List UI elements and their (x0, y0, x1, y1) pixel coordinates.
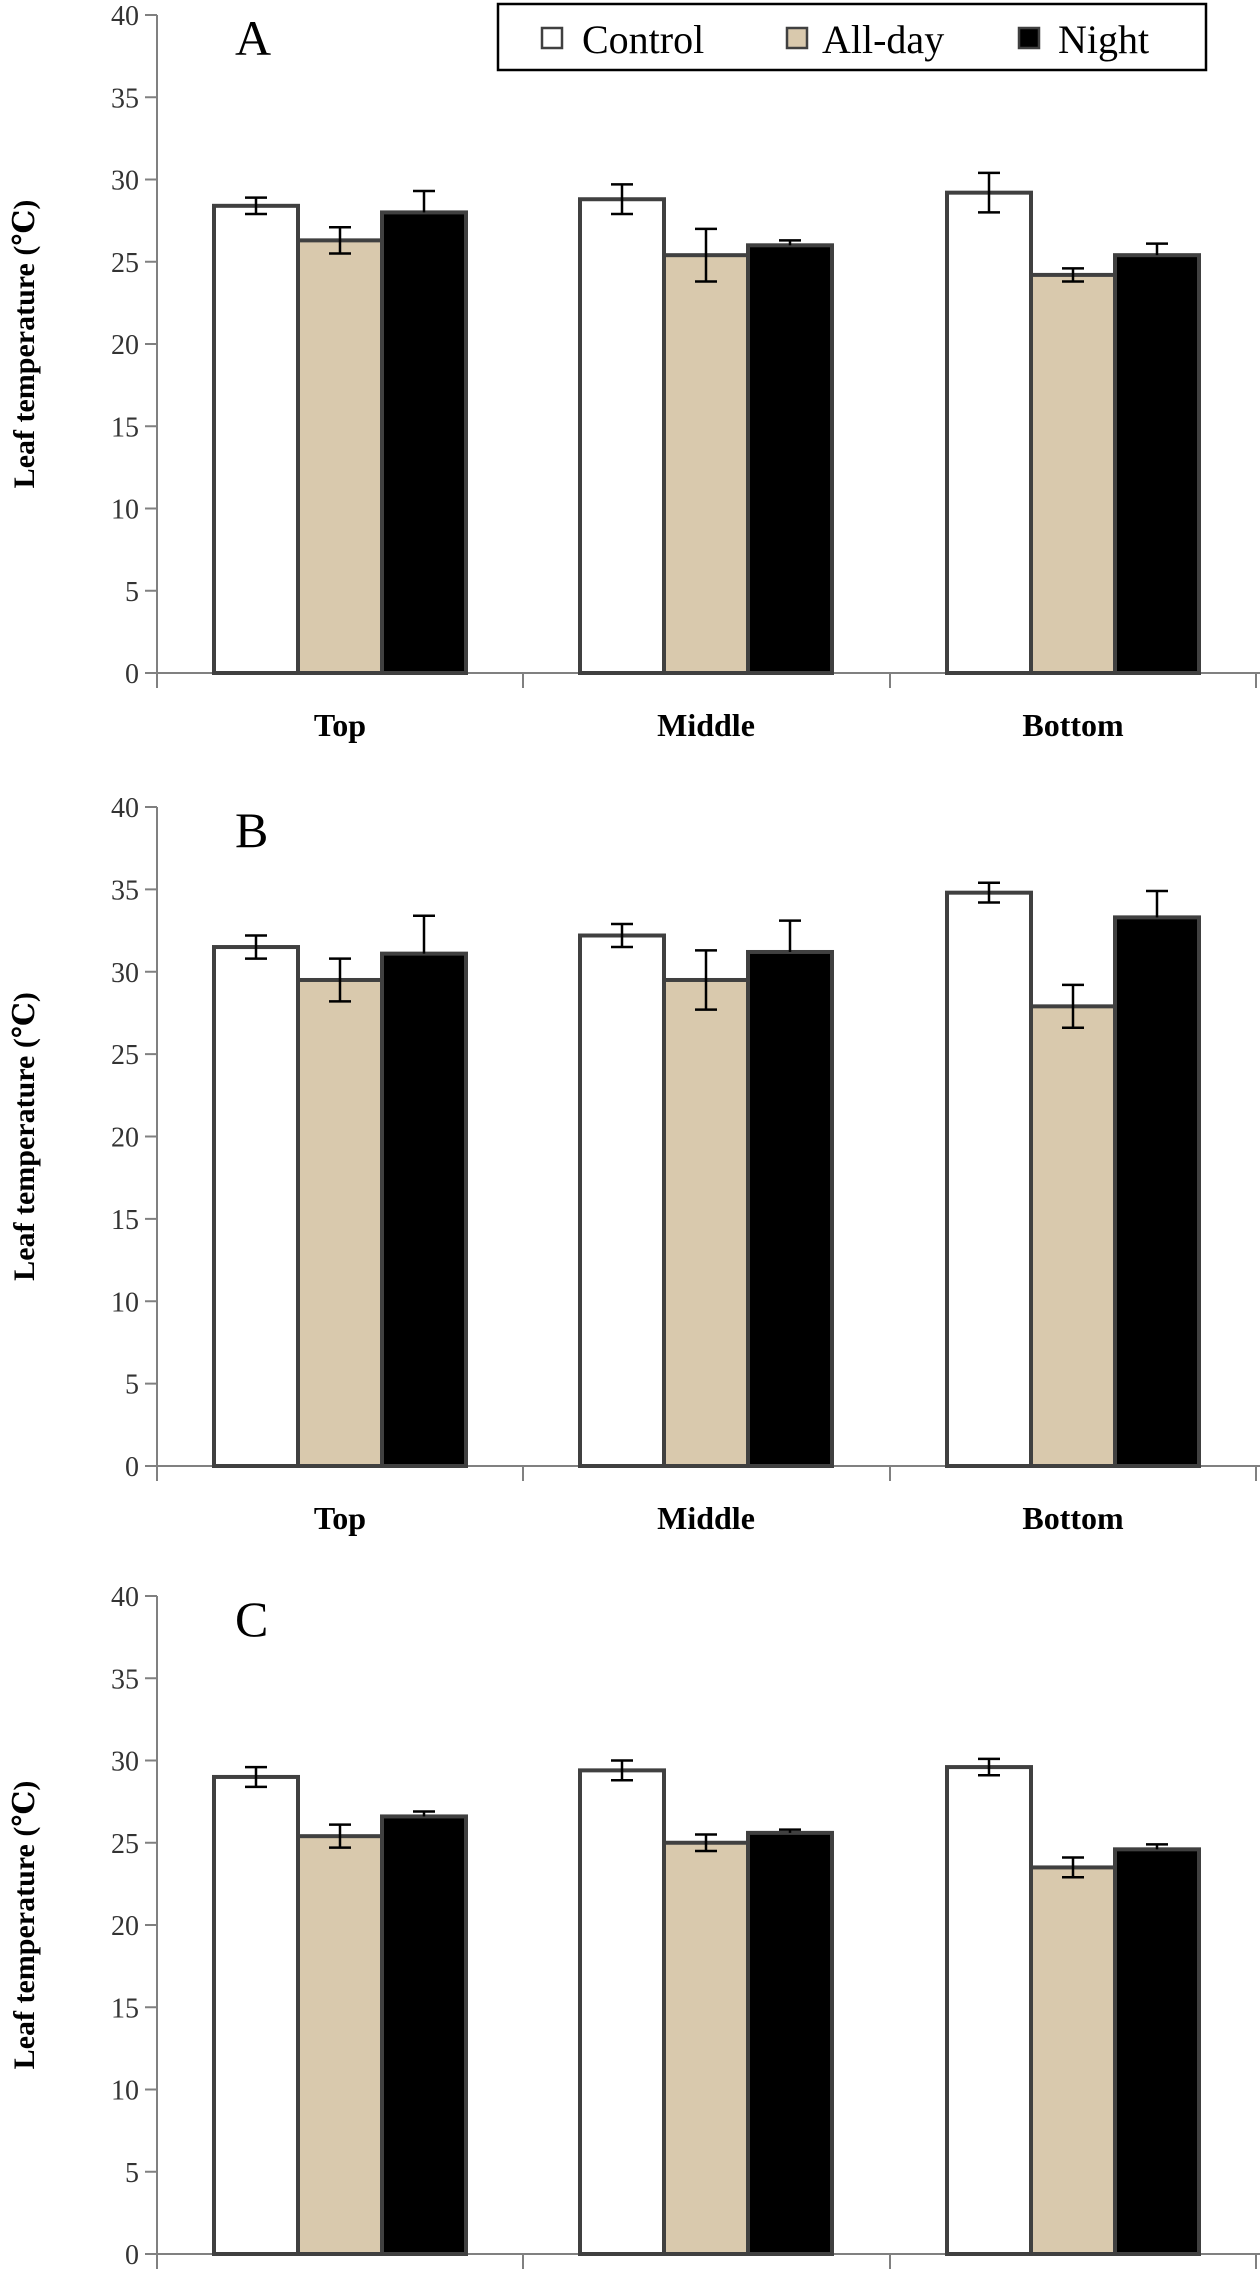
bar-control-top (212, 203, 300, 675)
bar-night-top (380, 951, 468, 1468)
panel-label: C (235, 1591, 268, 1647)
bar-night-middle (746, 243, 834, 676)
y-tick-label: 0 (125, 659, 139, 690)
y-tick-label: 15 (111, 1993, 139, 2024)
y-axis-label: Leaf temperature (℃) (8, 200, 41, 489)
y-tick-label: 30 (111, 1747, 139, 1778)
y-tick-label: 10 (111, 1287, 139, 1318)
category-label-bottom: Bottom (1022, 707, 1124, 743)
panel-b: 0 5 10 15 20 25 30 35 40 Leaf temperature (℃) B Top… (8, 793, 1260, 1536)
bar-all-day-bottom (1029, 1865, 1117, 2257)
panel-label: B (235, 802, 268, 858)
bar-control-middle (578, 1768, 666, 2256)
legend-box (496, 2, 1208, 72)
y-tick-label: 20 (111, 1911, 139, 1942)
y-tick-label: 5 (125, 577, 139, 608)
panel-c: 0 5 10 15 20 25 30 35 40 Leaf temperature (℃) C (8, 1582, 1260, 2269)
category-label-bottom: Bottom (1022, 1500, 1124, 1536)
y-tick-label: 0 (125, 1452, 139, 1483)
bar-all-day-middle (662, 977, 750, 1468)
bar-night-bottom (1113, 915, 1201, 1468)
legend: Control All-day Night (496, 2, 1208, 72)
bar-control-bottom (945, 190, 1033, 675)
bar-night-middle (746, 1830, 834, 2256)
y-tick-label: 0 (125, 2240, 139, 2269)
y-tick-label: 5 (125, 1370, 139, 1401)
bar-all-day-bottom (1029, 272, 1117, 675)
bar-control-top (212, 945, 300, 1468)
y-tick-label: 30 (111, 958, 139, 989)
y-tick-label: 35 (111, 83, 139, 114)
bar-night-top (380, 210, 468, 675)
bar-all-day-middle (662, 253, 750, 675)
bar-all-day-top (296, 977, 384, 1468)
y-tick-label: 35 (111, 875, 139, 906)
legend-label-all-day: All-day (822, 17, 944, 62)
y-tick-label: 15 (111, 1205, 139, 1236)
y-tick-label: 40 (111, 1, 139, 32)
bar-control-middle (578, 197, 666, 676)
y-tick-label: 25 (111, 248, 139, 279)
y-tick-label: 25 (111, 1829, 139, 1860)
bar-night-top (380, 1814, 468, 2257)
legend-label-control: Control (582, 17, 704, 62)
panel-label: A (235, 10, 271, 66)
y-tick-label: 35 (111, 1664, 139, 1695)
bar-control-bottom (945, 890, 1033, 1468)
y-tick-label: 5 (125, 2158, 139, 2189)
legend-swatch-control (540, 26, 564, 50)
bar-night-bottom (1113, 1847, 1201, 2256)
bar-all-day-bottom (1029, 1004, 1117, 1468)
y-tick-label: 40 (111, 1582, 139, 1613)
category-label-top: Top (314, 1500, 366, 1536)
y-tick-label: 30 (111, 166, 139, 197)
category-label-middle: Middle (657, 707, 755, 743)
y-tick-label: 25 (111, 1040, 139, 1071)
bar-all-day-top (296, 238, 384, 676)
legend-swatch-all-day (785, 26, 809, 50)
bar-night-bottom (1113, 253, 1201, 675)
bar-night-middle (746, 949, 834, 1468)
y-tick-label: 40 (111, 793, 139, 824)
y-tick-label: 15 (111, 412, 139, 443)
bar-all-day-middle (662, 1840, 750, 2256)
y-axis-label: Leaf temperature (℃) (8, 1781, 41, 2070)
y-tick-label: 10 (111, 495, 139, 526)
y-tick-label: 20 (111, 330, 139, 361)
panel-a: 0 5 10 15 20 25 30 35 40 Leaf temperature (℃) A Top… (8, 1, 1260, 743)
bar-control-top (212, 1774, 300, 2256)
category-label-middle: Middle (657, 1500, 755, 1536)
legend-label-night: Night (1058, 17, 1149, 62)
y-tick-label: 10 (111, 2076, 139, 2107)
category-label-top: Top (314, 707, 366, 743)
legend-swatch-night (1017, 26, 1041, 50)
bar-control-middle (578, 933, 666, 1468)
bar-all-day-top (296, 1834, 384, 2257)
bar-control-bottom (945, 1765, 1033, 2256)
y-tick-label: 20 (111, 1123, 139, 1154)
y-axis-label: Leaf temperature (℃) (8, 992, 41, 1281)
